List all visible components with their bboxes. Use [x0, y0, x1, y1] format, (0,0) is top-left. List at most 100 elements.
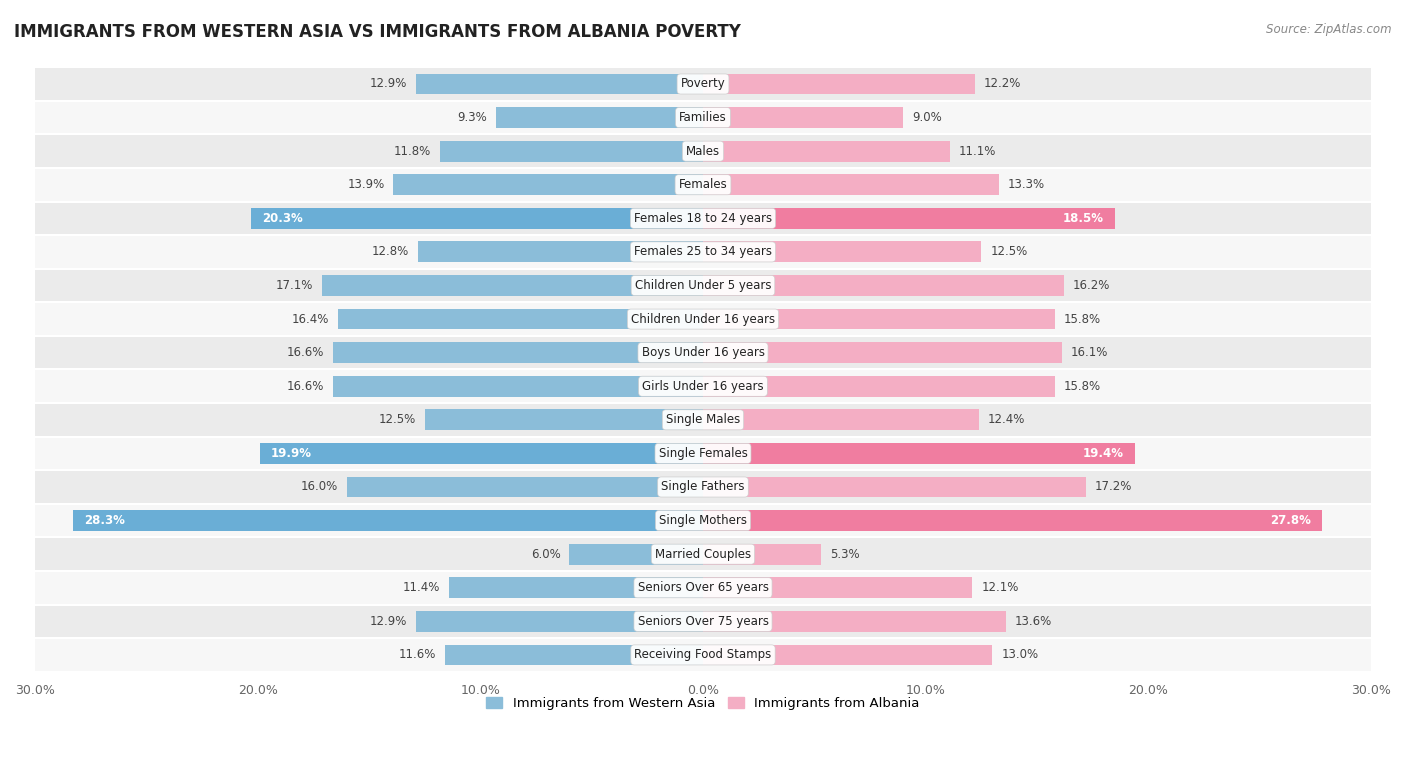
Text: Females 18 to 24 years: Females 18 to 24 years — [634, 211, 772, 225]
Text: 11.6%: 11.6% — [398, 648, 436, 662]
Bar — [496, 107, 703, 128]
Text: 16.4%: 16.4% — [291, 312, 329, 326]
Text: 16.6%: 16.6% — [287, 380, 325, 393]
Text: Females 25 to 34 years: Females 25 to 34 years — [634, 246, 772, 258]
Legend: Immigrants from Western Asia, Immigrants from Albania: Immigrants from Western Asia, Immigrants… — [481, 691, 925, 715]
Text: 11.8%: 11.8% — [394, 145, 432, 158]
Bar — [440, 141, 703, 161]
Text: 11.4%: 11.4% — [404, 581, 440, 594]
Text: 13.9%: 13.9% — [347, 178, 385, 191]
Bar — [703, 208, 1115, 229]
Bar — [703, 443, 1135, 464]
Bar — [35, 67, 1371, 101]
Text: 15.8%: 15.8% — [1064, 312, 1101, 326]
Text: Families: Families — [679, 111, 727, 124]
Bar — [444, 644, 703, 666]
Text: 11.1%: 11.1% — [959, 145, 997, 158]
Bar — [569, 543, 703, 565]
Text: 9.0%: 9.0% — [912, 111, 942, 124]
Bar — [260, 443, 703, 464]
Text: 6.0%: 6.0% — [530, 548, 561, 561]
Text: 17.2%: 17.2% — [1095, 481, 1132, 493]
Text: 12.5%: 12.5% — [990, 246, 1028, 258]
Bar — [35, 470, 1371, 504]
Bar — [333, 343, 703, 363]
Text: 12.5%: 12.5% — [378, 413, 416, 426]
Bar — [35, 202, 1371, 235]
Bar — [35, 437, 1371, 470]
Bar — [35, 336, 1371, 369]
Text: Children Under 16 years: Children Under 16 years — [631, 312, 775, 326]
Bar — [703, 409, 979, 431]
Bar — [35, 168, 1371, 202]
Bar — [703, 611, 1005, 631]
Bar — [35, 101, 1371, 134]
Text: Seniors Over 75 years: Seniors Over 75 years — [637, 615, 769, 628]
Bar — [73, 510, 703, 531]
Bar — [35, 605, 1371, 638]
Bar — [35, 302, 1371, 336]
Bar — [416, 611, 703, 631]
Bar — [703, 275, 1064, 296]
Text: Married Couples: Married Couples — [655, 548, 751, 561]
Bar — [35, 268, 1371, 302]
Text: Children Under 5 years: Children Under 5 years — [634, 279, 772, 292]
Bar — [35, 403, 1371, 437]
Text: 27.8%: 27.8% — [1270, 514, 1310, 527]
Text: 16.1%: 16.1% — [1070, 346, 1108, 359]
Bar — [703, 510, 1322, 531]
Bar — [35, 504, 1371, 537]
Text: 12.4%: 12.4% — [988, 413, 1025, 426]
Text: 19.9%: 19.9% — [271, 447, 312, 460]
Bar — [703, 578, 973, 598]
Bar — [703, 343, 1062, 363]
Text: Boys Under 16 years: Boys Under 16 years — [641, 346, 765, 359]
Text: 12.1%: 12.1% — [981, 581, 1019, 594]
Text: 12.9%: 12.9% — [370, 615, 406, 628]
Text: Poverty: Poverty — [681, 77, 725, 90]
Bar — [322, 275, 703, 296]
Text: IMMIGRANTS FROM WESTERN ASIA VS IMMIGRANTS FROM ALBANIA POVERTY: IMMIGRANTS FROM WESTERN ASIA VS IMMIGRAN… — [14, 23, 741, 41]
Bar — [337, 309, 703, 330]
Text: 18.5%: 18.5% — [1063, 211, 1104, 225]
Bar — [449, 578, 703, 598]
Text: 28.3%: 28.3% — [84, 514, 125, 527]
Bar — [418, 242, 703, 262]
Text: 12.2%: 12.2% — [984, 77, 1021, 90]
Text: 16.0%: 16.0% — [301, 481, 337, 493]
Bar — [416, 74, 703, 95]
Bar — [703, 309, 1054, 330]
Text: 12.9%: 12.9% — [370, 77, 406, 90]
Text: 13.6%: 13.6% — [1015, 615, 1052, 628]
Bar — [35, 537, 1371, 571]
Bar — [703, 174, 1000, 195]
Text: 5.3%: 5.3% — [830, 548, 859, 561]
Bar — [703, 242, 981, 262]
Text: 16.6%: 16.6% — [287, 346, 325, 359]
Text: Receiving Food Stamps: Receiving Food Stamps — [634, 648, 772, 662]
Text: Single Fathers: Single Fathers — [661, 481, 745, 493]
Text: 12.8%: 12.8% — [371, 246, 409, 258]
Bar — [35, 134, 1371, 168]
Bar — [703, 376, 1054, 396]
Text: 16.2%: 16.2% — [1073, 279, 1109, 292]
Bar — [703, 107, 904, 128]
Bar — [425, 409, 703, 431]
Bar — [703, 543, 821, 565]
Text: Single Females: Single Females — [658, 447, 748, 460]
Text: Source: ZipAtlas.com: Source: ZipAtlas.com — [1267, 23, 1392, 36]
Text: Seniors Over 65 years: Seniors Over 65 years — [637, 581, 769, 594]
Text: 19.4%: 19.4% — [1083, 447, 1123, 460]
Text: Single Mothers: Single Mothers — [659, 514, 747, 527]
Text: 20.3%: 20.3% — [262, 211, 302, 225]
Text: 13.0%: 13.0% — [1001, 648, 1039, 662]
Bar — [250, 208, 703, 229]
Text: Males: Males — [686, 145, 720, 158]
Bar — [703, 644, 993, 666]
Text: 17.1%: 17.1% — [276, 279, 314, 292]
Text: Single Males: Single Males — [666, 413, 740, 426]
Text: 13.3%: 13.3% — [1008, 178, 1045, 191]
Text: Females: Females — [679, 178, 727, 191]
Bar — [35, 571, 1371, 605]
Bar — [703, 141, 950, 161]
